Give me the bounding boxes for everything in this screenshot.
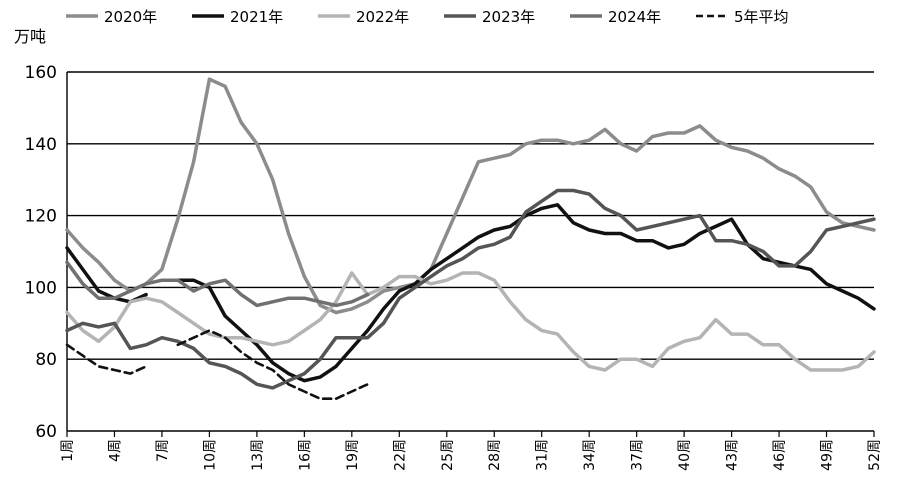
y-tick-label-160: 160 — [25, 63, 57, 83]
series-line-2-seg-1 — [65, 246, 148, 304]
legend-label-2024: 2024年 — [608, 8, 661, 26]
x-tick-label-16: 16周 — [297, 439, 313, 471]
x-tick-label-34: 34周 — [582, 439, 598, 471]
series-line-6-seg-1 — [65, 343, 148, 375]
x-tick-label-4: 4周 — [107, 439, 123, 462]
legend-label-2022: 2022年 — [356, 8, 409, 26]
x-tick-label-37: 37周 — [630, 439, 646, 471]
series-line-5-seg-1 — [65, 260, 370, 308]
x-tick-label-46: 46周 — [772, 439, 788, 471]
y-tick-label-100: 100 — [25, 278, 57, 298]
legend-entry-2021[interactable]: 2021年 — [192, 8, 283, 26]
legend-entry-2024[interactable]: 2024年 — [570, 8, 661, 26]
series-line-2-seg-2 — [176, 203, 876, 383]
y-axis-unit-label: 万吨 — [14, 27, 46, 46]
x-tick-label-19: 19周 — [345, 439, 361, 471]
gridlines — [66, 71, 874, 432]
y-axis-ticks: 60 80 100 120 140 160 — [25, 63, 57, 442]
series-lines — [65, 77, 876, 400]
x-tick-label-10: 10周 — [202, 439, 218, 471]
legend-entry-5yr-avg[interactable]: 5年平均 — [696, 8, 789, 26]
x-axis: 1周 4周 7周 10周 13周 16周 19周 22周 25周 28周 31周 34周 37周 40周 4… — [60, 431, 883, 471]
x-tick-label-28: 28周 — [487, 439, 503, 471]
series-line-4-seg-1 — [65, 188, 876, 390]
y-tick-label-60: 60 — [35, 422, 57, 442]
x-tick-label-40: 40周 — [677, 439, 693, 471]
x-tick-label-22: 22周 — [392, 439, 408, 471]
legend-label-2020: 2020年 — [104, 8, 157, 26]
legend-label-5yr-avg: 5年平均 — [734, 8, 789, 26]
legend: 2020年 2021年 2022年 2023年 2024年 5年平均 — [66, 8, 789, 26]
legend-label-2021: 2021年 — [230, 8, 283, 26]
x-tick-label-43: 43周 — [725, 439, 741, 471]
legend-entry-2022[interactable]: 2022年 — [318, 8, 409, 26]
x-tick-label-13: 13周 — [250, 439, 266, 471]
series-line-3-seg-1 — [65, 271, 876, 372]
y-tick-label-80: 80 — [35, 350, 57, 370]
series-line-1-seg-1 — [65, 77, 876, 315]
legend-entry-2023[interactable]: 2023年 — [444, 8, 535, 26]
legend-label-2023: 2023年 — [482, 8, 535, 26]
x-tick-label-52: 52周 — [867, 439, 883, 471]
x-tick-label-1: 1周 — [60, 439, 76, 462]
y-tick-label-140: 140 — [25, 135, 57, 155]
legend-entry-2020[interactable]: 2020年 — [66, 8, 157, 26]
y-tick-label-120: 120 — [25, 207, 57, 227]
series-line-6-seg-2 — [176, 329, 369, 400]
x-tick-label-49: 49周 — [820, 439, 836, 471]
x-tick-label-31: 31周 — [535, 439, 551, 471]
x-tick-label-25: 25周 — [440, 439, 456, 471]
x-tick-label-7: 7周 — [155, 439, 171, 462]
